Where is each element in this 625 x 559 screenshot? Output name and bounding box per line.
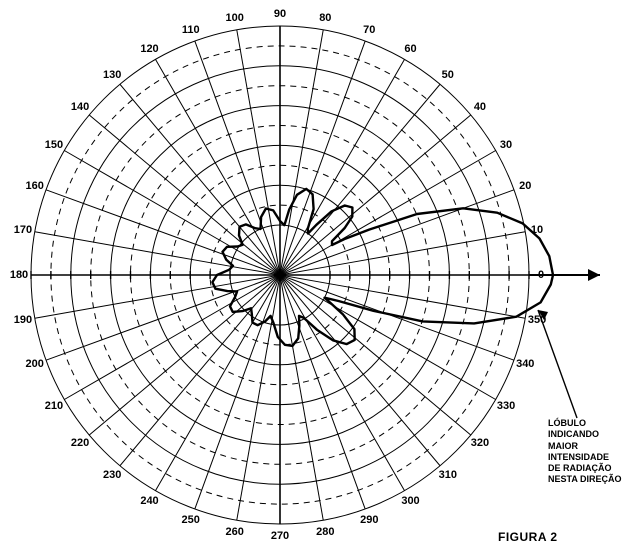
angle-label: 100 bbox=[225, 12, 243, 24]
callout-line: INTENSIDADE bbox=[548, 452, 622, 463]
angle-label: 160 bbox=[26, 180, 44, 192]
angle-label: 250 bbox=[182, 514, 200, 526]
angle-label: 170 bbox=[14, 224, 32, 236]
angle-label: 130 bbox=[103, 69, 121, 81]
callout-text: LÓBULOINDICANDOMAIORINTENSIDADEDE RADIAÇ… bbox=[548, 418, 622, 486]
angle-label: 10 bbox=[531, 224, 543, 236]
angle-label: 310 bbox=[439, 469, 457, 481]
angle-label: 150 bbox=[45, 139, 63, 151]
angle-label: 120 bbox=[140, 43, 158, 55]
angle-label: 80 bbox=[319, 12, 331, 24]
angle-label: 40 bbox=[474, 101, 486, 113]
callout-line: DE RADIAÇÃO bbox=[548, 463, 622, 474]
angle-label: 20 bbox=[519, 180, 531, 192]
angle-label: 90 bbox=[274, 8, 286, 20]
angle-label: 60 bbox=[404, 43, 416, 55]
angle-label: 270 bbox=[271, 530, 289, 542]
figure-label: FIGURA 2 bbox=[498, 530, 558, 544]
angle-label: 200 bbox=[26, 358, 44, 370]
angle-label: 50 bbox=[442, 69, 454, 81]
angle-label: 190 bbox=[14, 314, 32, 326]
angle-label: 230 bbox=[103, 469, 121, 481]
angle-label: 240 bbox=[140, 495, 158, 507]
angle-label: 180 bbox=[10, 269, 28, 281]
angle-label: 70 bbox=[363, 24, 375, 36]
angle-label: 340 bbox=[516, 358, 534, 370]
angle-label: 280 bbox=[316, 526, 334, 538]
angle-label: 330 bbox=[497, 400, 515, 412]
angle-label: 30 bbox=[500, 139, 512, 151]
angle-label: 260 bbox=[225, 526, 243, 538]
angle-label: 210 bbox=[45, 400, 63, 412]
angle-label: 110 bbox=[182, 24, 200, 36]
callout-line: NESTA DIREÇÃO bbox=[548, 474, 622, 485]
polar-chart bbox=[0, 0, 625, 559]
angle-label: 290 bbox=[360, 514, 378, 526]
angle-label: 0 bbox=[538, 269, 544, 281]
callout-line: LÓBULO bbox=[548, 418, 622, 429]
angle-label: 320 bbox=[471, 437, 489, 449]
angle-label: 220 bbox=[71, 437, 89, 449]
callout-line: INDICANDO bbox=[548, 429, 622, 440]
angle-label: 350 bbox=[528, 314, 546, 326]
callout-line: MAIOR bbox=[548, 441, 622, 452]
angle-label: 300 bbox=[401, 495, 419, 507]
angle-label: 140 bbox=[71, 101, 89, 113]
